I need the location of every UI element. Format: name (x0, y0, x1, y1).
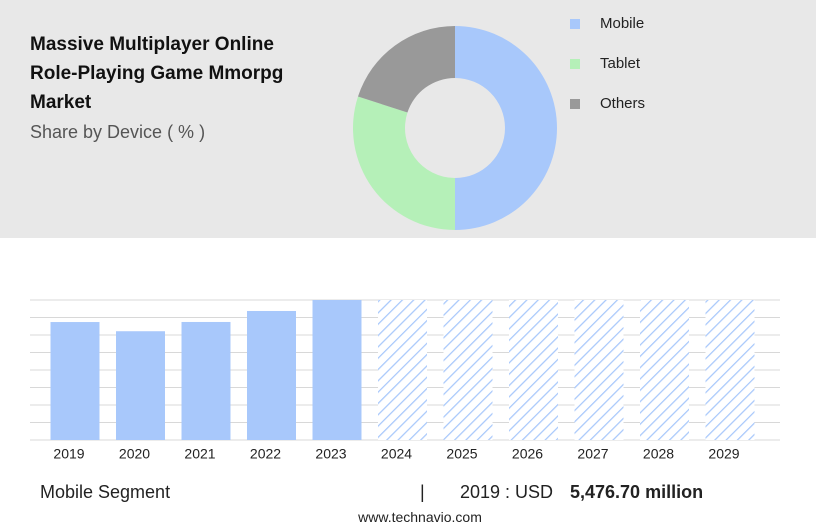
bar (181, 321, 231, 440)
forecast-bar (378, 300, 427, 440)
x-tick-label: 2023 (315, 446, 346, 462)
value-label: 5,476.70 million (570, 482, 704, 502)
legend-label: Mobile (600, 15, 644, 32)
x-tick-label: 2021 (184, 446, 215, 462)
legend-swatch (570, 99, 580, 109)
x-tick-label: 2028 (643, 446, 674, 462)
x-tick-label: 2019 (53, 446, 84, 462)
legend-swatch (570, 59, 580, 69)
donut-slice (357, 26, 455, 113)
legend-swatch (570, 19, 580, 29)
forecast-bar (640, 300, 689, 440)
x-tick-label: 2022 (250, 446, 281, 462)
segment-label: Mobile Segment (40, 482, 171, 502)
source: www.technavio.com (358, 509, 482, 525)
forecast-bar (509, 300, 558, 440)
donut-slice (455, 26, 557, 230)
bar (247, 310, 296, 440)
bar (50, 322, 100, 440)
x-tick-label: 2024 (381, 446, 412, 462)
x-tick-label: 2027 (577, 446, 608, 462)
x-tick-label: 2020 (119, 446, 150, 462)
bar (116, 331, 165, 440)
chart-title: Massive Multiplayer Online Role-Playing … (30, 34, 284, 113)
separator: | (420, 482, 425, 502)
x-tick-label: 2026 (512, 446, 543, 462)
forecast-bar (574, 300, 624, 440)
forecast-bar (705, 300, 755, 440)
year-label: 2019 : USD (460, 482, 554, 502)
legend-label: Others (600, 95, 645, 112)
bar (312, 300, 362, 440)
forecast-bar (443, 300, 493, 440)
donut-slice (353, 96, 455, 230)
legend-label: Tablet (600, 55, 641, 72)
x-tick-label: 2025 (446, 446, 477, 462)
x-tick-label: 2029 (708, 446, 739, 462)
chart-subtitle: Share by Device ( % ) (30, 122, 206, 142)
